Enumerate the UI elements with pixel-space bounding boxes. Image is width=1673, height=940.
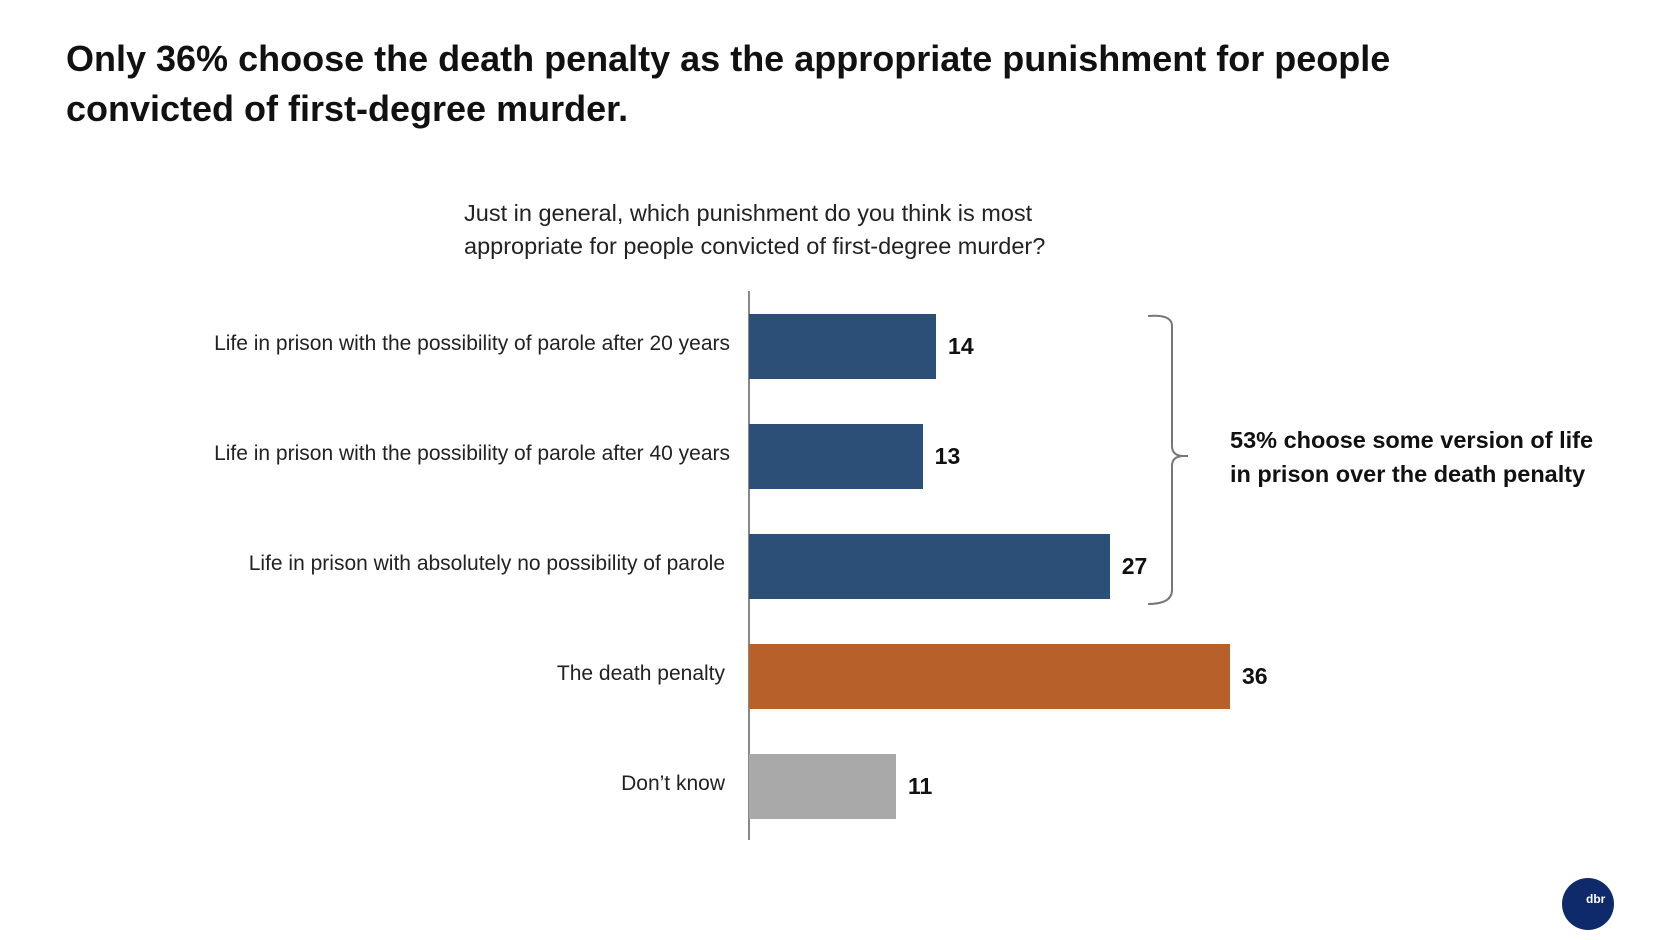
question-line: appropriate for people convicted of firs…: [464, 233, 1046, 259]
data-label: 27: [1121, 553, 1148, 579]
logo: dbr: [1562, 878, 1614, 930]
bar: [749, 754, 896, 819]
annotation-line: 53% choose some version of life: [1230, 427, 1594, 453]
category-label: Life in prison with the possibility of p…: [214, 332, 730, 355]
annotation-line: in prison over the death penalty: [1230, 461, 1586, 487]
annotation-text: 53% choose some version of life in priso…: [1230, 423, 1593, 491]
bracket-icon: [1147, 314, 1188, 605]
category-label: Life in prison with the possibility of p…: [214, 442, 730, 465]
category-label: Don’t know: [621, 772, 725, 795]
bar: [749, 424, 923, 489]
data-label: 13: [934, 443, 961, 469]
logo-text: dbr: [1586, 892, 1606, 906]
chart-title: Only 36% choose the death penalty as the…: [66, 38, 1391, 129]
category-label: Life in prison with absolutely no possib…: [248, 552, 725, 575]
data-label: 11: [907, 773, 933, 799]
data-label: 14: [948, 333, 974, 359]
data-label: 36: [1241, 663, 1268, 689]
question-line: Just in general, which punishment do you…: [464, 200, 1033, 226]
bar: [749, 644, 1230, 709]
category-label: The death penalty: [556, 662, 725, 685]
question-text: Just in general, which punishment do you…: [464, 197, 1045, 263]
bar: [749, 314, 937, 379]
bar: [749, 534, 1110, 599]
